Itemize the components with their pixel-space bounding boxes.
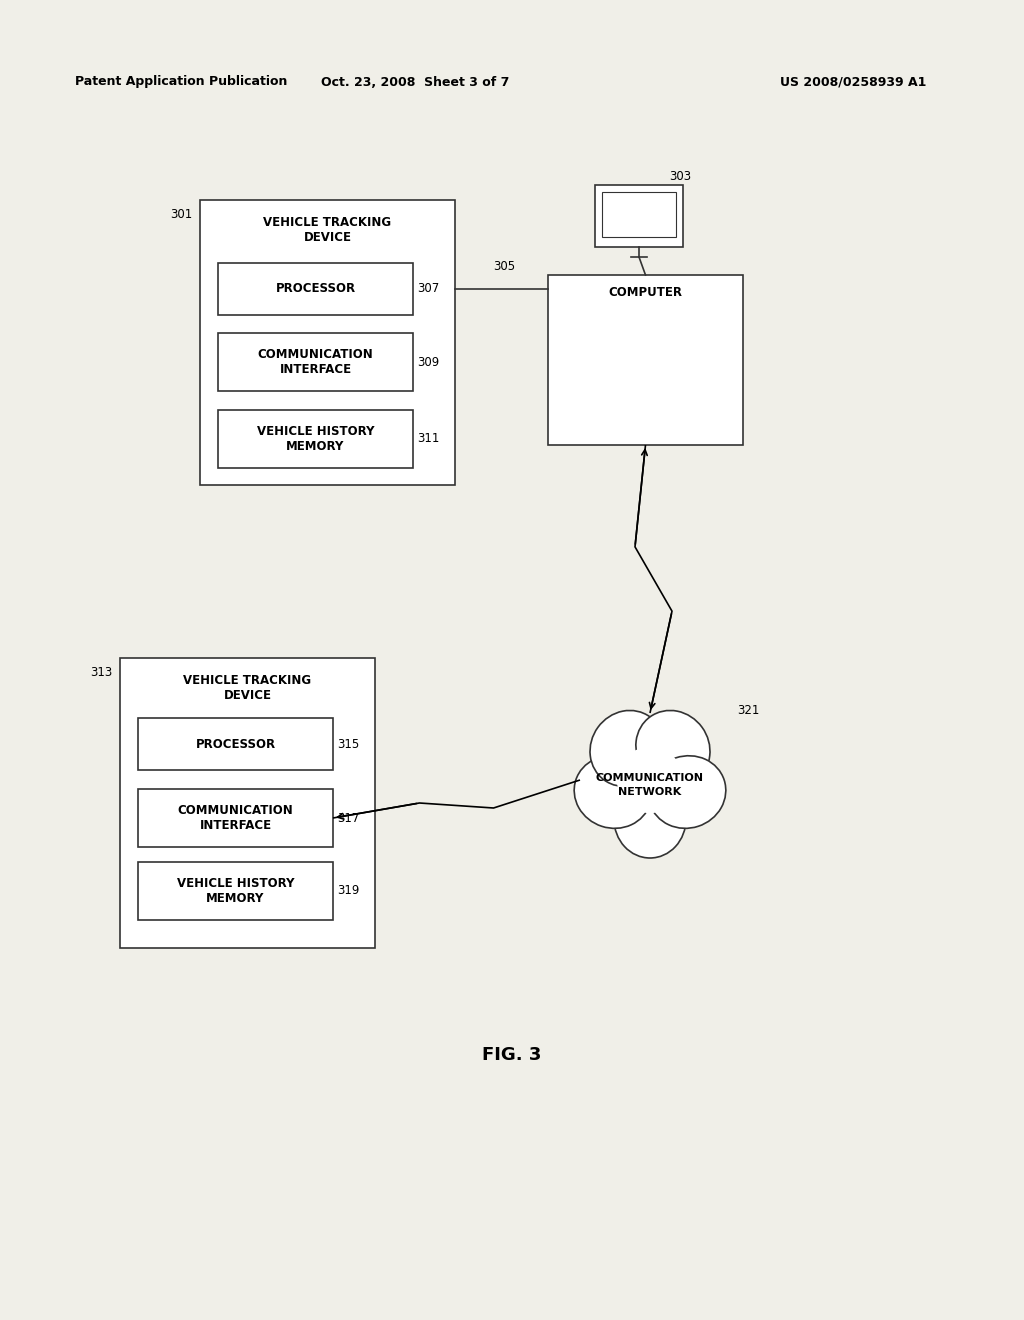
Text: 313: 313 — [90, 667, 112, 678]
Text: Patent Application Publication: Patent Application Publication — [75, 75, 288, 88]
Text: 317: 317 — [337, 812, 359, 825]
Ellipse shape — [636, 710, 710, 787]
FancyBboxPatch shape — [602, 191, 676, 238]
Text: 319: 319 — [337, 884, 359, 898]
Text: COMMUNICATION
NETWORK: COMMUNICATION NETWORK — [596, 774, 705, 797]
Text: VEHICLE HISTORY
MEMORY: VEHICLE HISTORY MEMORY — [177, 876, 294, 906]
Text: 303: 303 — [669, 170, 691, 183]
Text: PROCESSOR: PROCESSOR — [196, 738, 275, 751]
Text: VEHICLE HISTORY
MEMORY: VEHICLE HISTORY MEMORY — [257, 425, 374, 453]
Text: FIG. 3: FIG. 3 — [482, 1045, 542, 1064]
Circle shape — [616, 747, 683, 813]
Text: 315: 315 — [337, 738, 359, 751]
Text: 321: 321 — [737, 704, 760, 717]
Text: US 2008/0258939 A1: US 2008/0258939 A1 — [780, 75, 927, 88]
Text: PROCESSOR: PROCESSOR — [275, 282, 355, 296]
FancyBboxPatch shape — [138, 789, 333, 847]
Text: 305: 305 — [493, 260, 515, 273]
Text: 301: 301 — [170, 209, 193, 220]
Text: COMMUNICATION
INTERFACE: COMMUNICATION INTERFACE — [177, 804, 293, 832]
FancyBboxPatch shape — [218, 333, 413, 391]
Ellipse shape — [614, 780, 686, 858]
Ellipse shape — [648, 756, 726, 829]
Text: 311: 311 — [417, 433, 439, 446]
FancyBboxPatch shape — [138, 718, 333, 770]
Text: 307: 307 — [417, 282, 439, 296]
FancyBboxPatch shape — [548, 275, 743, 445]
Ellipse shape — [574, 756, 651, 829]
Text: COMPUTER: COMPUTER — [608, 286, 683, 300]
Ellipse shape — [590, 710, 665, 787]
Text: 309: 309 — [417, 355, 439, 368]
Text: COMMUNICATION
INTERFACE: COMMUNICATION INTERFACE — [258, 348, 374, 376]
FancyBboxPatch shape — [218, 263, 413, 315]
Text: VEHICLE TRACKING
DEVICE: VEHICLE TRACKING DEVICE — [263, 216, 391, 244]
FancyBboxPatch shape — [120, 657, 375, 948]
FancyBboxPatch shape — [218, 411, 413, 469]
Text: Oct. 23, 2008  Sheet 3 of 7: Oct. 23, 2008 Sheet 3 of 7 — [321, 75, 509, 88]
Text: VEHICLE TRACKING
DEVICE: VEHICLE TRACKING DEVICE — [183, 675, 311, 702]
FancyBboxPatch shape — [200, 201, 455, 484]
FancyBboxPatch shape — [595, 185, 683, 247]
FancyBboxPatch shape — [138, 862, 333, 920]
